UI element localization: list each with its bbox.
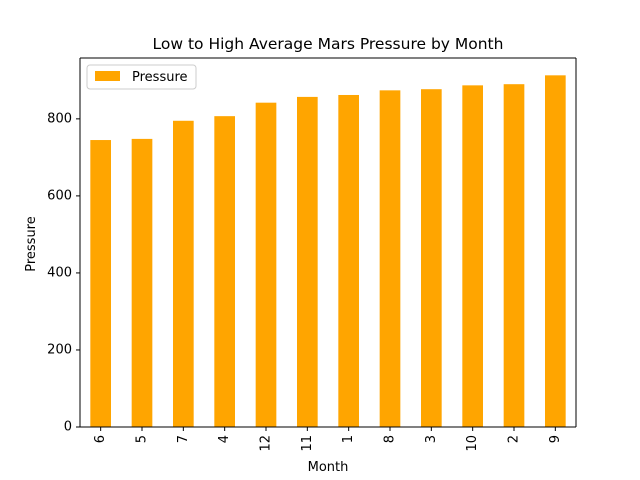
y-tick-label: 200 [47, 342, 72, 357]
y-tick-label: 800 [47, 111, 72, 126]
y-tick-label: 400 [47, 265, 72, 280]
x-tick-label: 1 [341, 435, 356, 443]
x-tick-label: 2 [507, 435, 522, 443]
bar-month-12 [255, 102, 277, 428]
y-axis-label: Pressure [24, 216, 39, 272]
bar-month-11 [297, 96, 318, 428]
legend: Pressure [86, 64, 197, 90]
bar-month-7 [173, 120, 194, 427]
x-tick-label: 11 [300, 435, 315, 452]
bar-month-8 [379, 90, 401, 427]
y-axis-ticks: 0 200 400 600 800 [47, 111, 80, 435]
x-tick-label: 4 [217, 435, 232, 443]
bar-month-9 [545, 75, 566, 427]
bar-month-5 [131, 138, 153, 427]
x-tick-label: 7 [176, 435, 191, 443]
x-tick-label: 12 [259, 435, 274, 452]
x-axis-ticks: 6 5 7 4 12 11 1 8 3 10 2 9 [93, 427, 563, 452]
x-tick-label: 3 [424, 435, 439, 443]
bar-month-1 [338, 94, 359, 427]
x-tick-label: 5 [135, 435, 150, 443]
y-tick-label: 0 [64, 420, 72, 435]
chart-title: Low to High Average Mars Pressure by Mon… [153, 35, 504, 53]
bar-month-10 [462, 85, 483, 427]
x-tick-label: 9 [548, 435, 563, 443]
bar-month-4 [214, 116, 235, 427]
bar-month-6 [90, 140, 111, 428]
x-tick-label: 10 [465, 435, 480, 452]
x-tick-label: 6 [93, 435, 108, 443]
bar-month-3 [421, 89, 442, 427]
bars-layer [90, 75, 566, 428]
bar-month-2 [503, 84, 525, 427]
legend-swatch [95, 71, 120, 81]
legend-label: Pressure [132, 70, 188, 85]
x-tick-label: 8 [383, 435, 398, 443]
y-tick-label: 600 [47, 188, 72, 203]
x-axis-label: Month [308, 460, 349, 475]
